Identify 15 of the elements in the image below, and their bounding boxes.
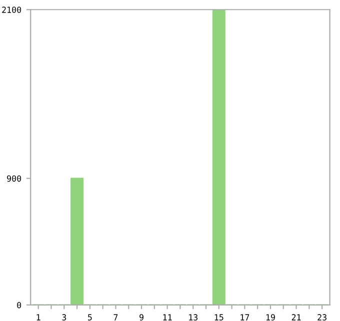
x-tick-label: 19 [266,314,275,320]
x-tick-label: 9 [140,314,144,320]
x-tick-label: 17 [240,314,250,320]
x-tick-label: 3 [62,314,66,320]
x-tick-label: 1 [36,314,40,320]
y-tick-label: 900 [7,175,22,182]
x-tick-label: 21 [292,314,301,320]
x-tick-label: 15 [214,314,224,320]
x-tick-label: 11 [163,314,172,320]
y-tick-label: 0 [17,302,22,308]
y-tick-label: 2100 [2,6,22,13]
x-tick-label: 7 [114,314,118,320]
x-tick-label: 13 [189,314,198,320]
x-tick-label: 5 [88,314,92,320]
x-tick-label: 23 [318,314,326,320]
